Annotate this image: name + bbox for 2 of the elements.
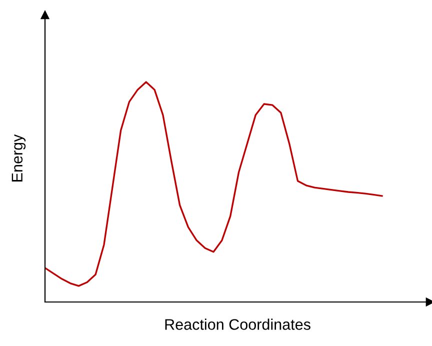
x-axis-title: Reaction Coordinates <box>165 318 310 330</box>
y-axis-title: Energy <box>12 134 26 182</box>
